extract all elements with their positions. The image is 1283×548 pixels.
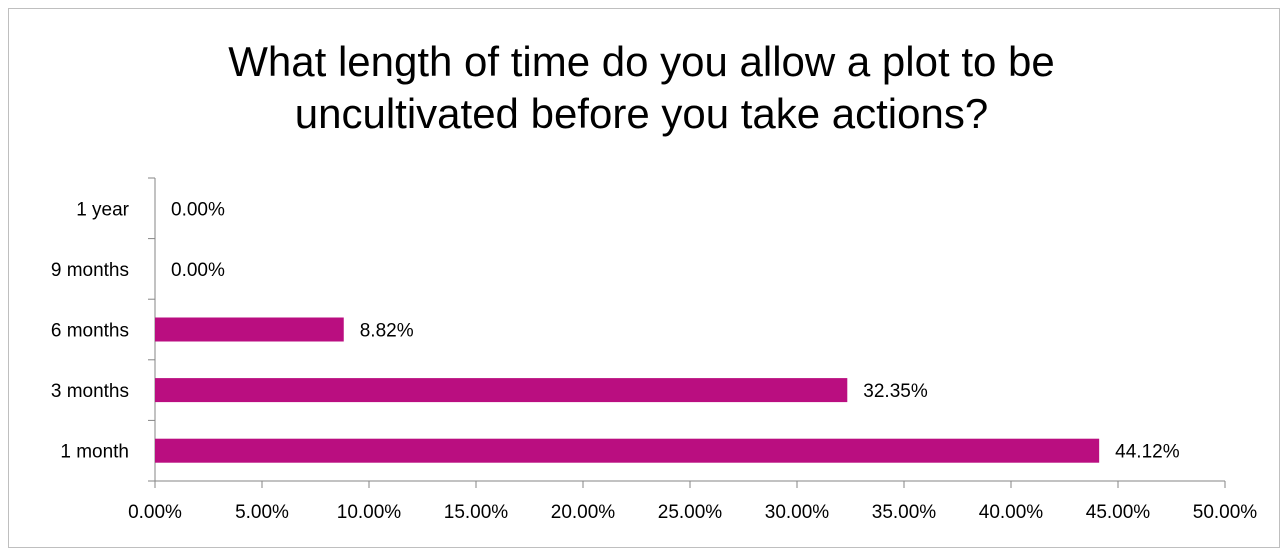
x-tick-label: 20.00%	[551, 502, 616, 523]
x-tick-label: 45.00%	[1086, 502, 1151, 523]
x-tick-label: 15.00%	[444, 502, 509, 523]
x-tick-label: 40.00%	[979, 502, 1044, 523]
bars	[155, 317, 1100, 463]
chart-title-line-1: What length of time do you allow a plot …	[228, 38, 1055, 85]
category-label: 6 months	[51, 321, 129, 342]
x-tick-label: 30.00%	[765, 502, 830, 523]
category-label: 1 month	[60, 442, 129, 463]
chart-title: What length of time do you allow a plot …	[0, 36, 1283, 140]
x-tick-label: 10.00%	[337, 502, 402, 523]
bar	[155, 317, 344, 342]
data-label: 8.82%	[360, 321, 414, 342]
data-label: 44.12%	[1115, 442, 1180, 463]
x-tick-label: 0.00%	[128, 502, 182, 523]
x-tick-label: 35.00%	[872, 502, 937, 523]
x-tick-label: 25.00%	[658, 502, 723, 523]
x-tick-label: 50.00%	[1193, 502, 1258, 523]
chart-title-line-2: uncultivated before you take actions?	[294, 90, 989, 137]
x-tick-label: 5.00%	[235, 502, 289, 523]
data-labels: 0.00% 0.00% 8.82% 32.35% 44.12%	[171, 199, 1180, 462]
bar	[155, 378, 848, 403]
data-label: 0.00%	[171, 199, 225, 220]
data-label: 0.00%	[171, 260, 225, 281]
bar	[155, 438, 1100, 463]
category-label: 9 months	[51, 260, 129, 281]
y-axis: 1 year 9 months 6 months 3 months 1 month	[51, 177, 156, 482]
category-label: 3 months	[51, 381, 129, 402]
x-axis: 0.00% 5.00% 10.00% 15.00% 20.00% 25.00% 30.00%…	[128, 480, 1258, 523]
category-label: 1 year	[76, 199, 129, 220]
data-label: 32.35%	[863, 381, 928, 402]
